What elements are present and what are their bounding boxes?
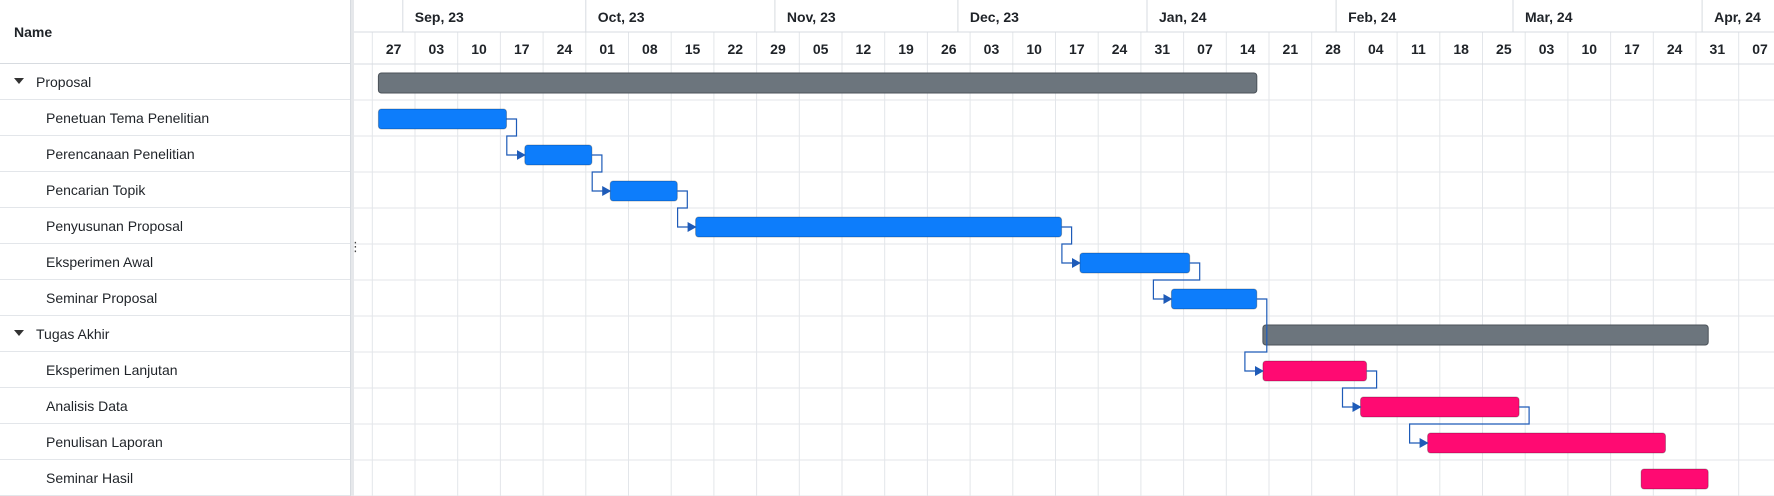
- task-bar[interactable]: [695, 216, 1063, 238]
- week-label: 28: [1325, 41, 1341, 57]
- week-label: 17: [1624, 41, 1640, 57]
- name-column-header[interactable]: Name: [14, 24, 53, 40]
- month-label: Jan, 24: [1159, 9, 1207, 25]
- task-bar[interactable]: [1427, 432, 1666, 454]
- week-label: 24: [1667, 41, 1683, 57]
- task-row[interactable]: Penyusunan Proposal: [0, 208, 350, 244]
- task-row[interactable]: Seminar Hasil: [0, 460, 350, 496]
- group-row[interactable]: Tugas Akhir: [0, 316, 350, 352]
- dependency-link[interactable]: [506, 118, 526, 160]
- task-bar[interactable]: [1262, 360, 1368, 382]
- week-label: 03: [429, 41, 445, 57]
- group-summary-bar[interactable]: [377, 72, 1258, 94]
- week-label: 04: [1368, 41, 1384, 57]
- task-name: Eksperimen Awal: [46, 254, 154, 270]
- week-label: 31: [1710, 41, 1726, 57]
- task-bar[interactable]: [1170, 288, 1258, 310]
- task-list-header: Name: [0, 0, 350, 64]
- collapse-caret-icon[interactable]: [14, 78, 24, 84]
- dependency-link[interactable]: [1341, 370, 1378, 412]
- task-row[interactable]: Pencarian Topik: [0, 172, 350, 208]
- task-name: Analisis Data: [46, 398, 128, 414]
- task-bar[interactable]: [1360, 396, 1520, 418]
- task-name: Seminar Proposal: [46, 290, 158, 306]
- week-label: 10: [1581, 41, 1597, 57]
- task-row[interactable]: Analisis Data: [0, 388, 350, 424]
- week-label: 19: [898, 41, 914, 57]
- week-label: 07: [1197, 41, 1213, 57]
- week-label: 10: [471, 41, 487, 57]
- task-name: Seminar Hasil: [46, 470, 134, 486]
- task-name: Eksperimen Lanjutan: [46, 362, 178, 378]
- task-name: Penulisan Laporan: [46, 434, 163, 450]
- month-label: Oct, 23: [598, 9, 645, 25]
- group-row[interactable]: Proposal: [0, 64, 350, 100]
- week-label: 22: [727, 41, 743, 57]
- week-label: 25: [1496, 41, 1512, 57]
- dependency-link[interactable]: [591, 154, 612, 196]
- month-label: Sep, 23: [415, 9, 464, 25]
- timeline-chart: Sep, 23 Oct, 23 Nov, 23 Dec, 23 Jan, 24 Feb, …: [354, 0, 1774, 496]
- month-label: Dec, 23: [970, 9, 1019, 25]
- week-label: 31: [1154, 41, 1170, 57]
- week-label: 11: [1411, 41, 1426, 57]
- week-label: 08: [642, 41, 658, 57]
- week-label: 18: [1453, 41, 1469, 57]
- week-label: 21: [1283, 41, 1299, 57]
- week-label: 24: [1112, 41, 1128, 57]
- week-label: 29: [770, 41, 786, 57]
- week-label: 05: [813, 41, 829, 57]
- week-label: 14: [1240, 41, 1256, 57]
- week-label: 17: [1069, 41, 1085, 57]
- task-row[interactable]: Penetuan Tema Penelitian: [0, 100, 350, 136]
- month-label: Mar, 24: [1525, 9, 1573, 25]
- week-label: 12: [856, 41, 872, 57]
- week-label: 26: [941, 41, 957, 57]
- task-name: Perencanaan Penelitian: [46, 146, 195, 162]
- task-bar[interactable]: [609, 180, 678, 202]
- panel-splitter[interactable]: [350, 0, 354, 496]
- week-label: 07: [1752, 41, 1768, 57]
- week-label: 03: [984, 41, 1000, 57]
- week-label: 10: [1026, 41, 1042, 57]
- month-label: Nov, 23: [787, 9, 836, 25]
- week-label: 24: [557, 41, 573, 57]
- task-bar[interactable]: [524, 144, 593, 166]
- task-row[interactable]: Penulisan Laporan: [0, 424, 350, 460]
- task-bar[interactable]: [1079, 252, 1191, 274]
- week-label: 27: [386, 41, 402, 57]
- month-label: Apr, 24: [1714, 9, 1761, 25]
- month-label: Feb, 24: [1348, 9, 1396, 25]
- task-bar[interactable]: [377, 108, 508, 130]
- task-row[interactable]: Perencanaan Penelitian: [0, 136, 350, 172]
- week-label: 01: [599, 41, 615, 57]
- dependency-link[interactable]: [1061, 226, 1081, 268]
- week-label: 17: [514, 41, 530, 57]
- task-name: Pencarian Topik: [46, 182, 146, 198]
- task-name: Tugas Akhir: [36, 326, 110, 342]
- group-summary-bar[interactable]: [1262, 324, 1709, 346]
- dependency-link[interactable]: [1244, 298, 1268, 376]
- task-row[interactable]: Eksperimen Awal: [0, 244, 350, 280]
- dependency-link[interactable]: [1152, 262, 1201, 304]
- dependency-link[interactable]: [677, 190, 697, 232]
- task-list-panel: Name Proposal Penetuan Tema Penelitian Per…: [0, 0, 350, 496]
- task-bar[interactable]: [1640, 468, 1709, 490]
- task-name: Penetuan Tema Penelitian: [46, 110, 210, 126]
- week-label: 03: [1539, 41, 1555, 57]
- collapse-caret-icon[interactable]: [14, 330, 24, 336]
- task-name: Penyusunan Proposal: [46, 218, 183, 234]
- task-row[interactable]: Eksperimen Lanjutan: [0, 352, 350, 388]
- week-label: 15: [685, 41, 701, 57]
- task-name: Proposal: [36, 74, 92, 90]
- dependency-link[interactable]: [1409, 406, 1530, 448]
- task-row[interactable]: Seminar Proposal: [0, 280, 350, 316]
